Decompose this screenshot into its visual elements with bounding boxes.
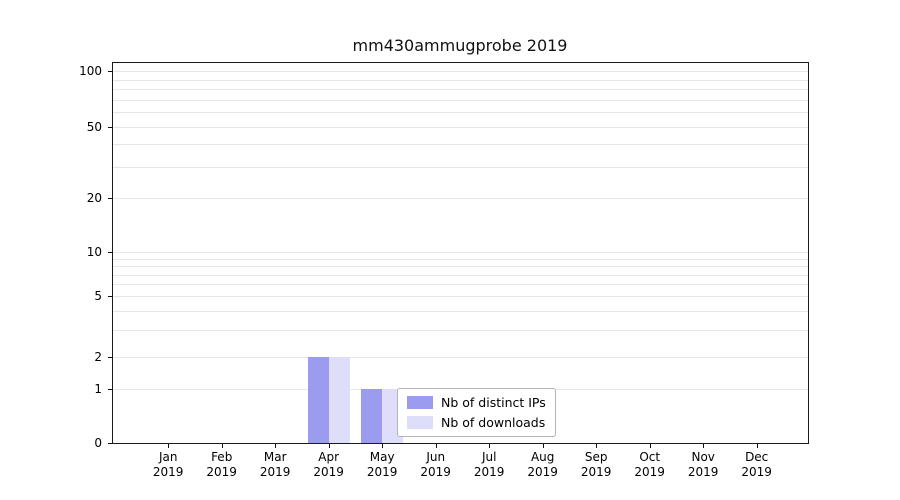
gridline	[112, 112, 808, 114]
gridline	[112, 330, 808, 331]
x-axis-tick-label: Jul 2019	[473, 450, 505, 479]
y-axis-tick-label: 1	[94, 382, 102, 396]
gridline	[112, 198, 808, 199]
x-axis-tick-label: Nov 2019	[687, 450, 719, 479]
y-axis-tick-label: 2	[94, 350, 102, 364]
x-axis-tick	[489, 444, 491, 448]
x-axis-tick-label: Dec 2019	[741, 450, 772, 479]
gridline	[112, 310, 808, 312]
x-axis-tick	[168, 444, 170, 448]
x-axis-tick-label: Apr 2019	[313, 450, 344, 479]
legend-item: Nb of distinct IPs	[407, 395, 546, 410]
gridline	[112, 166, 808, 168]
x-axis-tick	[221, 444, 223, 448]
x-axis-tick-label: Jan 2019	[152, 450, 184, 479]
gridline	[112, 274, 808, 276]
x-axis-tick	[275, 444, 277, 448]
gridline	[112, 99, 808, 101]
y-axis-tick-label: 100	[79, 64, 102, 78]
x-axis-tick	[328, 444, 330, 448]
y-axis-tick-label: 0	[94, 436, 102, 450]
gridline	[112, 127, 808, 128]
x-axis-tick-label: Jun 2019	[420, 450, 451, 479]
y-axis-tick	[108, 356, 112, 358]
x-axis-tick-label: Oct 2019	[634, 450, 665, 479]
gridline	[112, 284, 808, 286]
gridline	[112, 266, 808, 268]
x-axis-tick	[703, 444, 705, 448]
gridline	[112, 296, 808, 297]
gridline	[112, 71, 808, 72]
legend: Nb of distinct IPs Nb of downloads	[397, 388, 556, 437]
x-axis-tick	[596, 444, 598, 448]
y-axis-tick-label: 20	[86, 191, 102, 205]
x-axis-tick	[382, 444, 384, 448]
x-axis-tick	[649, 444, 651, 448]
y-axis-tick-label: 10	[86, 245, 102, 259]
bar-distinct-ips	[307, 357, 329, 443]
x-axis-tick	[756, 444, 758, 448]
legend-label: Nb of downloads	[441, 415, 546, 430]
chart-title: mm430ammugprobe 2019	[352, 36, 568, 55]
x-axis-tick-label: May 2019	[366, 450, 398, 479]
gridline	[112, 144, 808, 146]
legend-item: Nb of downloads	[407, 415, 546, 430]
y-axis-tick	[108, 126, 112, 128]
x-axis-tick	[435, 444, 437, 448]
gridline	[112, 89, 808, 90]
y-axis-tick-label: 5	[94, 289, 102, 303]
bar-downloads	[328, 357, 350, 443]
gridline	[112, 258, 808, 260]
gridline	[112, 79, 808, 81]
y-axis-tick	[108, 388, 112, 390]
x-axis-tick-label: Sep 2019	[580, 450, 612, 479]
y-axis-tick	[108, 251, 112, 253]
y-axis-tick	[108, 442, 112, 444]
y-axis-tick-label: 50	[86, 120, 102, 134]
gridline	[112, 252, 808, 253]
bar-distinct-ips	[361, 389, 383, 443]
x-axis-tick-label: Feb 2019	[206, 450, 237, 479]
plot-border	[112, 62, 809, 444]
legend-label: Nb of distinct IPs	[441, 395, 546, 410]
y-axis-tick	[108, 197, 112, 199]
gridline	[112, 357, 808, 358]
y-axis-tick	[108, 295, 112, 297]
legend-swatch	[407, 416, 433, 429]
x-axis-tick-label: Aug 2019	[527, 450, 558, 479]
x-axis-tick-label: Mar 2019	[259, 450, 291, 479]
x-axis-tick	[542, 444, 544, 448]
y-axis-tick	[108, 70, 112, 72]
legend-swatch	[407, 396, 433, 409]
